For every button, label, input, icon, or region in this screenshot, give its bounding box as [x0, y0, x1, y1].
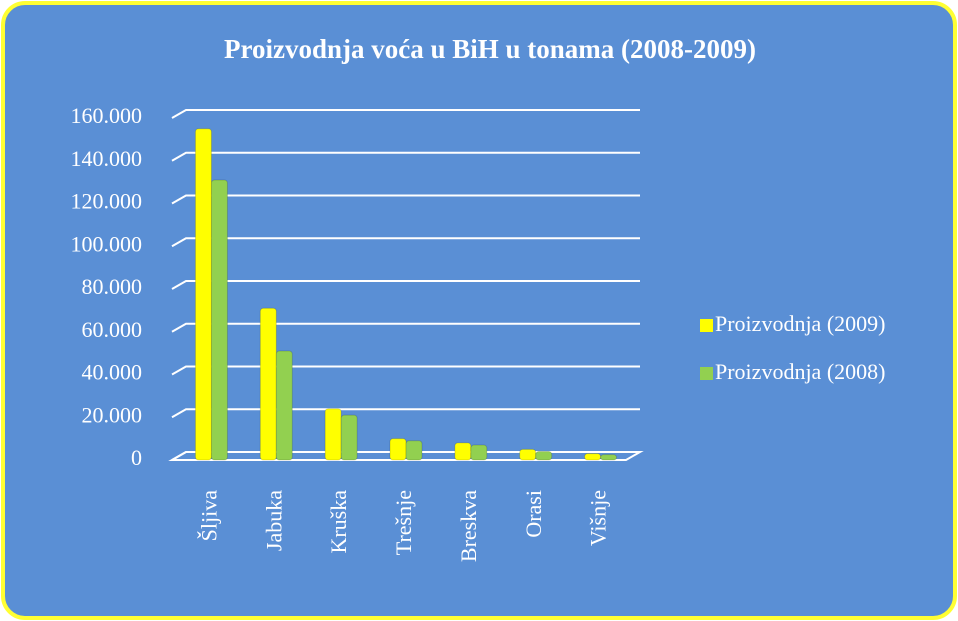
x-tick-label: Kruška: [326, 490, 351, 554]
y-tick-label: 40.000: [82, 360, 143, 385]
bar: [259, 307, 277, 461]
y-tick-label: 80.000: [82, 274, 143, 299]
legend-swatch: [700, 319, 713, 332]
grid-line: [171, 322, 640, 333]
grid-line: [171, 280, 640, 290]
y-tick-label: 60.000: [82, 317, 143, 342]
grid-line: [171, 151, 640, 162]
bar: [324, 408, 342, 461]
bar: [519, 448, 537, 461]
x-tick-label: Šljiva: [196, 490, 221, 542]
y-tick-label: 120.000: [71, 189, 143, 214]
x-tick-label: Orasi: [521, 490, 546, 538]
grid-line: [171, 451, 640, 461]
bar: [340, 414, 358, 461]
grid-line: [171, 237, 640, 248]
x-tick-label: Trešnje: [391, 490, 416, 555]
bar: [389, 438, 407, 461]
legend-label: Proizvodnja (2008): [715, 359, 885, 384]
y-tick-label: 0: [131, 445, 142, 470]
y-tick-label: 160.000: [71, 103, 143, 128]
bar: [454, 442, 472, 461]
legend-swatch: [700, 367, 713, 380]
x-tick-label: Breskva: [456, 490, 481, 562]
grid-line: [171, 365, 640, 376]
bar: [210, 179, 228, 461]
chart-title: Proizvodnja voća u BiH u tonama (2008-20…: [224, 34, 756, 64]
legend-label: Proizvodnja (2009): [715, 311, 885, 336]
bar: [194, 128, 212, 461]
y-tick-label: 20.000: [82, 402, 143, 427]
grid-line: [171, 194, 640, 205]
bar: [275, 350, 293, 461]
x-tick-label: Jabuka: [261, 490, 286, 551]
grid-line: [171, 408, 640, 419]
bar: [535, 450, 553, 461]
bar: [584, 453, 602, 461]
bar: [405, 440, 423, 461]
x-tick-label: Višnje: [586, 490, 611, 546]
y-tick-label: 100.000: [71, 231, 143, 256]
y-tick-label: 140.000: [71, 146, 143, 171]
grid-line: [171, 109, 640, 119]
bar: [600, 454, 618, 461]
bar: [470, 444, 488, 461]
